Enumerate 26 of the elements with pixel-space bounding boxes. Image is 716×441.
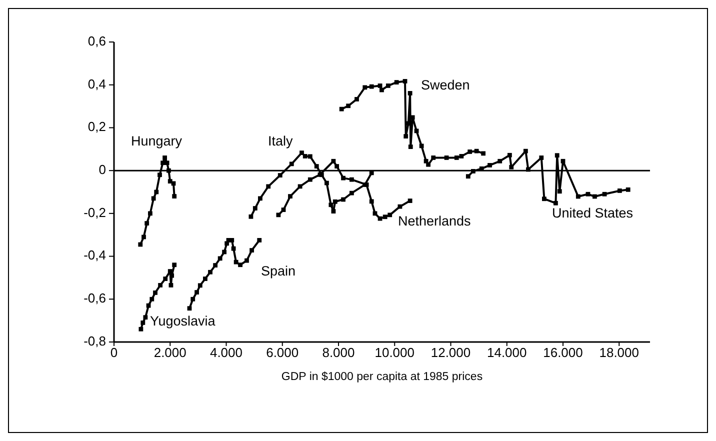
y-tick-label: -0,6 <box>84 290 106 306</box>
series-label: Yugoslavia <box>150 314 216 329</box>
x-tick-label: 8.000 <box>322 345 355 360</box>
x-tick-label: 16.000 <box>543 345 583 360</box>
x-tick-label: 4.000 <box>210 345 243 360</box>
x-tick-label: 6.000 <box>266 345 299 360</box>
y-tick-label: 0,4 <box>88 76 106 92</box>
y-tick-label: 0 <box>98 162 106 178</box>
series-label: Spain <box>261 264 296 279</box>
y-tick-label: -0,4 <box>84 248 106 263</box>
y-tick-label: -0,8 <box>84 333 106 348</box>
x-tick-label: 2.000 <box>154 345 186 360</box>
series-label: Italy <box>268 134 294 149</box>
series-label: Sweden <box>421 78 470 93</box>
y-tick-label: -0,2 <box>84 204 106 220</box>
x-tick-label: 12.000 <box>430 345 471 360</box>
y-tick-label: 0,6 <box>88 33 106 48</box>
x-tick-label: 18.000 <box>599 345 640 360</box>
x-tick-label: 10.000 <box>374 345 415 360</box>
x-tick-label: 14.000 <box>486 345 527 360</box>
series-label: Hungary <box>131 134 182 149</box>
x-axis-title: GDP in $1000 per capita at 1985 prices <box>281 371 483 383</box>
x-tick-label: 0 <box>110 345 118 360</box>
series-label: Netherlands <box>398 214 472 229</box>
y-tick-label: 0,2 <box>88 119 106 134</box>
series-label: United States <box>552 206 634 221</box>
